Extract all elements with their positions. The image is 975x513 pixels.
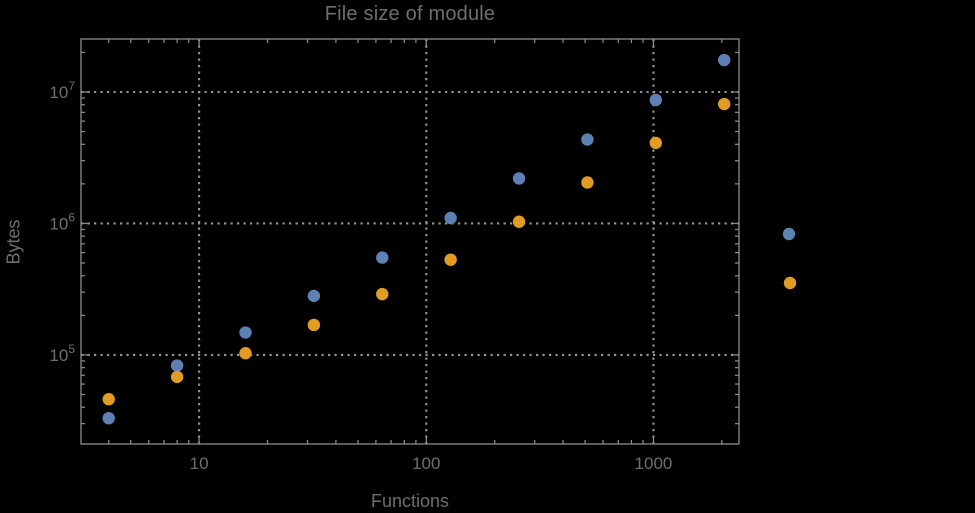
x-axis-label: Functions: [370, 491, 450, 511]
data-point-series-1: [307, 289, 321, 303]
x-tick-label: 10: [190, 454, 209, 473]
data-point-series-1: [581, 133, 594, 146]
data-point-series-2: [102, 393, 115, 406]
data-point-series-1: [376, 251, 389, 264]
x-tick-label: 1000: [635, 454, 673, 473]
data-point-series-2: [376, 287, 389, 301]
legend-marker: [782, 227, 796, 241]
x-tick-label: 100: [412, 454, 440, 473]
data-point-series-2: [444, 253, 457, 266]
plot-title: File size of module: [324, 3, 496, 25]
data-point-series-1: [512, 172, 526, 185]
data-point-series-1: [239, 326, 252, 339]
y-tick-label: 107: [49, 79, 75, 102]
data-point-series-2: [307, 318, 321, 332]
data-point-series-1: [717, 53, 731, 67]
data-point-series-1: [170, 359, 184, 372]
data-point-series-2: [717, 97, 731, 111]
y-tick-label: 106: [49, 210, 75, 233]
y-tick-label: 105: [49, 342, 75, 365]
plot-frame: [80, 38, 740, 445]
data-point-series-1: [102, 411, 115, 425]
data-point-series-1: [649, 93, 662, 107]
data-point-series-1: [444, 211, 457, 225]
data-point-series-2: [170, 370, 184, 384]
data-point-series-2: [512, 215, 526, 228]
data-point-series-2: [239, 347, 252, 360]
y-axis-label: Bytes: [3, 219, 24, 265]
data-point-series-2: [581, 176, 594, 189]
legend-marker: [783, 276, 797, 290]
data-point-series-2: [649, 136, 662, 150]
